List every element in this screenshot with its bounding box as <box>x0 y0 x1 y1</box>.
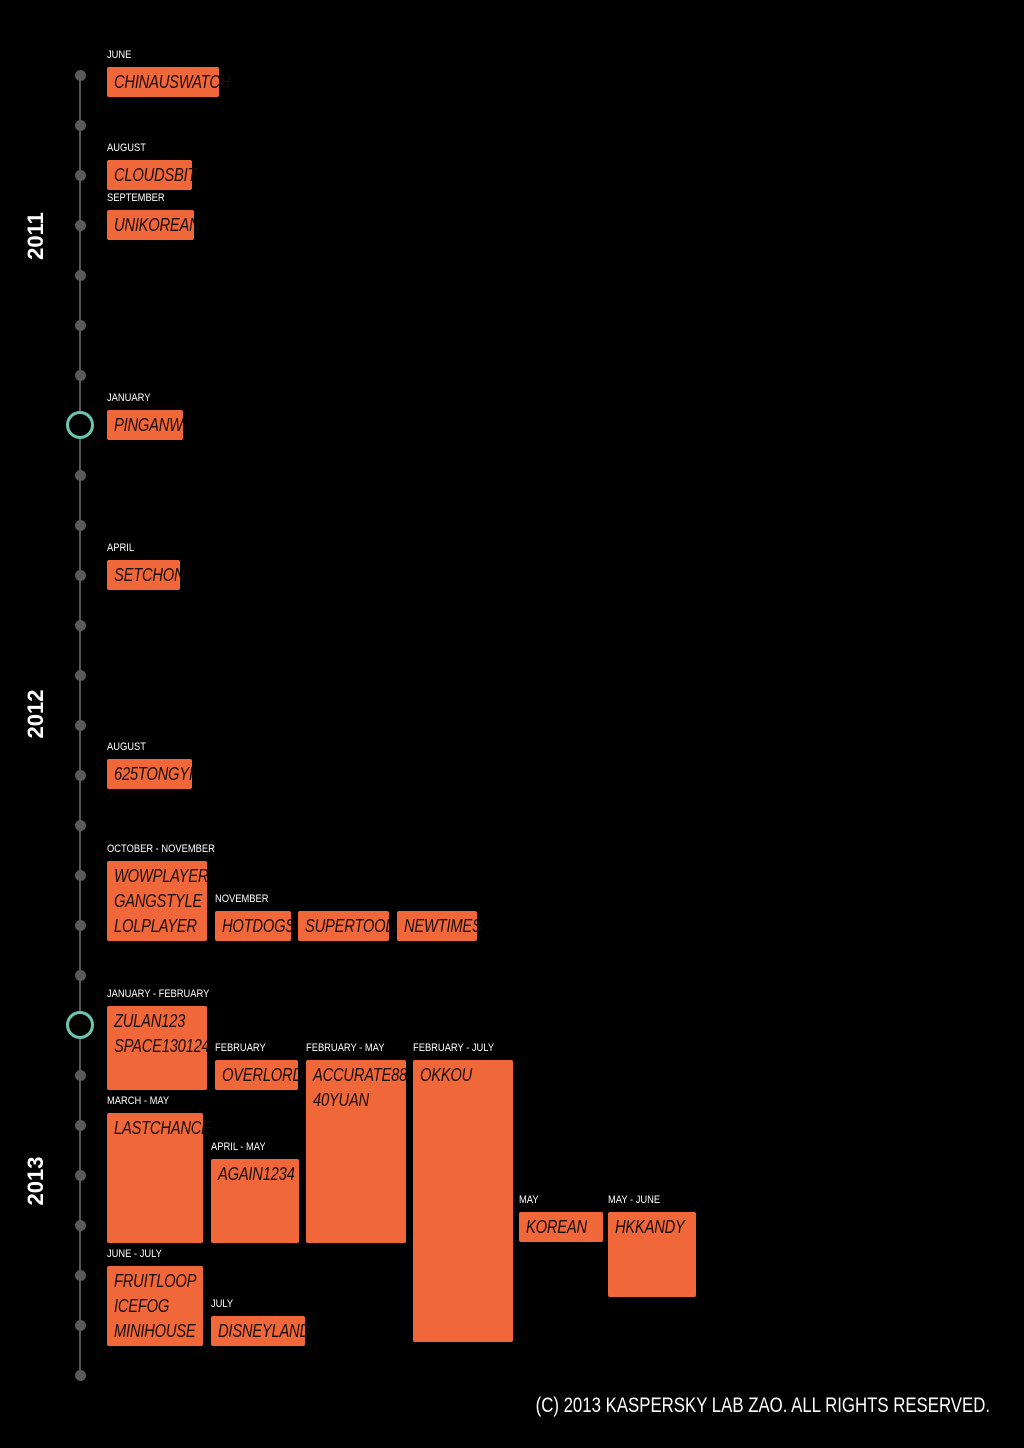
campaign-name: ACCURATE88 <box>313 1065 408 1085</box>
timeline-dot <box>74 869 86 881</box>
campaign-name: CLOUDSBIT <box>114 165 197 185</box>
timeline-dot <box>74 519 86 531</box>
campaign-name: PINGANW <box>114 415 183 435</box>
timeline-dot <box>74 269 86 281</box>
timeline-dot <box>74 119 86 131</box>
period-label: OCTOBER - NOVEMBER <box>107 843 215 855</box>
year-start-marker <box>66 1011 94 1039</box>
campaign-name: DISNEYLAND <box>218 1321 310 1341</box>
timeline-dot <box>74 619 86 631</box>
year-label-2013: 2013 <box>23 1156 48 1206</box>
campaign-name: SETCHON <box>114 565 185 585</box>
campaign-name: OKKOU <box>420 1065 473 1085</box>
timeline-dot <box>74 219 86 231</box>
timeline-dot <box>74 819 86 831</box>
timeline-dot <box>74 769 86 781</box>
campaign-box: FRUITLOOP ICEFOG MINIHOUSE <box>107 1266 203 1346</box>
campaign-box: ACCURATE88 40YUAN <box>306 1060 408 1243</box>
campaign-box: OVERLORD <box>215 1060 303 1090</box>
campaign-name: 625TONGYI <box>114 764 193 784</box>
period-label: JUNE <box>107 49 132 61</box>
timeline-dot <box>74 1119 86 1131</box>
timeline-dot <box>74 569 86 581</box>
timeline-dot <box>74 169 86 181</box>
timeline-dot <box>74 1369 86 1381</box>
timeline-dot <box>74 319 86 331</box>
campaign-box: PINGANW <box>107 410 183 440</box>
timeline-dot <box>74 1219 86 1231</box>
period-label: JULY <box>211 1298 234 1310</box>
campaign-name: GANGSTYLE <box>114 891 203 911</box>
campaign-box: WOWPLAYER GANGSTYLE LOLPLAYER <box>107 861 209 941</box>
period-label: SEPTEMBER <box>107 192 165 204</box>
timeline-dot <box>74 1319 86 1331</box>
period-label: JUNE - JULY <box>107 1248 162 1260</box>
period-label: FEBRUARY <box>215 1042 266 1054</box>
campaign-name: UNIKOREAN <box>114 215 200 235</box>
campaign-name: SUPERTOOLS <box>305 916 403 936</box>
period-label: AUGUST <box>107 741 146 753</box>
campaign-name: LOLPLAYER <box>114 916 197 936</box>
period-label: JANUARY - FEBRUARY <box>107 988 210 1000</box>
period-label: MARCH - MAY <box>107 1095 170 1107</box>
timeline-dot <box>74 469 86 481</box>
period-label: FEBRUARY - JULY <box>413 1042 495 1054</box>
campaign-name: LASTCHANCE <box>114 1118 211 1138</box>
campaign-name: ICEFOG <box>114 1296 170 1316</box>
timeline-dot <box>74 1069 86 1081</box>
campaign-box: HKKANDY <box>608 1212 696 1297</box>
period-label: NOVEMBER <box>215 893 269 905</box>
year-start-marker <box>66 411 94 439</box>
copyright-footer: (C) 2013 KASPERSKY LAB ZAO. ALL RIGHTS R… <box>535 1394 990 1417</box>
campaign-box: KOREAN <box>519 1212 603 1242</box>
timeline-dot <box>74 719 86 731</box>
period-label: FEBRUARY - MAY <box>306 1042 385 1054</box>
campaign-box: UNIKOREAN <box>107 210 200 240</box>
campaign-name: SPACE130124 <box>114 1036 210 1056</box>
period-label: APRIL - MAY <box>211 1141 266 1153</box>
period-label: JANUARY <box>107 392 151 404</box>
campaign-box: SETCHON <box>107 560 185 590</box>
timeline-dot <box>74 919 86 931</box>
timeline-dot <box>74 1269 86 1281</box>
period-label: MAY - JUNE <box>608 1194 661 1206</box>
campaign-name: ZULAN123 <box>114 1011 186 1031</box>
campaign-box: ZULAN123 SPACE130124 <box>107 1006 210 1090</box>
year-label-2012: 2012 <box>23 689 48 739</box>
period-label: AUGUST <box>107 142 146 154</box>
campaign-name: WOWPLAYER <box>114 866 209 886</box>
year-label-2011: 2011 <box>23 212 48 260</box>
campaign-name: KOREAN <box>526 1217 587 1237</box>
campaign-box: CLOUDSBIT <box>107 160 197 190</box>
timeline-dot <box>74 369 86 381</box>
campaign-box: DISNEYLAND <box>211 1316 310 1346</box>
campaign-box: 625TONGYI <box>107 759 193 789</box>
campaign-name: AGAIN1234 <box>218 1164 295 1184</box>
timeline-dot <box>74 669 86 681</box>
period-label: APRIL <box>107 542 135 554</box>
campaign-box: HOTDOGS <box>215 911 295 941</box>
campaign-name: 40YUAN <box>313 1090 369 1110</box>
timeline-dot <box>74 1169 86 1181</box>
timeline-dot <box>74 969 86 981</box>
campaign-name: FRUITLOOP <box>114 1271 197 1291</box>
campaign-box: LASTCHANCE <box>107 1113 211 1243</box>
campaign-box: OKKOU <box>413 1060 513 1342</box>
campaign-name: HKKANDY <box>615 1217 685 1237</box>
campaign-name: MINIHOUSE <box>114 1321 196 1341</box>
campaign-box: SUPERTOOLS <box>298 911 403 941</box>
campaign-name: NEWTIMES <box>404 916 482 936</box>
campaign-name: HOTDOGS <box>222 916 295 936</box>
timeline-dot <box>74 69 86 81</box>
campaign-box: NEWTIMES <box>397 911 482 941</box>
campaign-box: CHINAUSWATCH <box>107 67 231 97</box>
campaign-box: AGAIN1234 <box>211 1159 299 1243</box>
period-label: MAY <box>519 1194 539 1206</box>
campaign-name: OVERLORD <box>222 1065 303 1085</box>
campaign-name: CHINAUSWATCH <box>114 72 231 92</box>
